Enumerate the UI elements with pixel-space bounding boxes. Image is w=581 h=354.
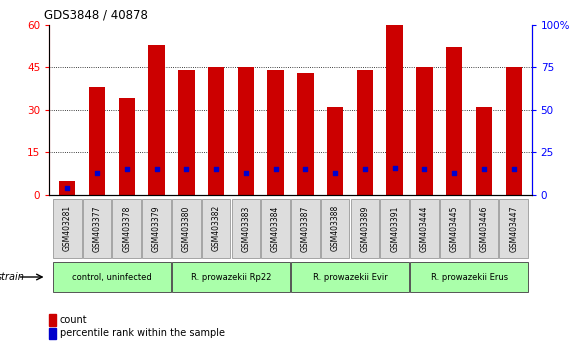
Text: R. prowazekii Erus: R. prowazekii Erus — [431, 273, 508, 281]
Bar — [327, 107, 343, 195]
Bar — [505, 67, 522, 195]
Bar — [232, 199, 260, 258]
Text: percentile rank within the sample: percentile rank within the sample — [60, 329, 225, 338]
Bar — [410, 262, 528, 292]
Text: GSM403382: GSM403382 — [211, 205, 221, 251]
Bar — [440, 199, 468, 258]
Bar — [59, 181, 76, 195]
Text: R. prowazekii Rp22: R. prowazekii Rp22 — [191, 273, 271, 281]
Point — [420, 166, 429, 172]
Bar — [357, 70, 373, 195]
Text: strain: strain — [0, 272, 25, 282]
Bar — [261, 199, 290, 258]
Bar — [178, 70, 195, 195]
Text: GSM403380: GSM403380 — [182, 205, 191, 252]
Bar — [350, 199, 379, 258]
Bar — [267, 70, 284, 195]
Text: GSM403384: GSM403384 — [271, 205, 280, 252]
Bar — [113, 199, 141, 258]
Bar — [476, 107, 492, 195]
Bar — [172, 199, 200, 258]
Point — [271, 166, 280, 172]
Point — [122, 166, 131, 172]
Bar — [381, 199, 409, 258]
Text: control, uninfected: control, uninfected — [72, 273, 152, 281]
Point — [360, 166, 370, 172]
Bar — [172, 262, 290, 292]
Text: GSM403445: GSM403445 — [450, 205, 459, 252]
Bar — [321, 199, 349, 258]
Point — [301, 166, 310, 172]
Bar — [410, 199, 439, 258]
Point — [331, 170, 340, 176]
Text: count: count — [60, 315, 88, 325]
Point — [211, 166, 221, 172]
Bar — [386, 25, 403, 195]
Point — [390, 165, 399, 170]
Text: GSM403281: GSM403281 — [63, 205, 71, 251]
Bar — [148, 45, 165, 195]
Text: GSM403389: GSM403389 — [360, 205, 370, 252]
Bar — [89, 87, 105, 195]
Point — [63, 185, 72, 191]
Bar — [291, 199, 320, 258]
Point — [182, 166, 191, 172]
Text: GSM403446: GSM403446 — [479, 205, 489, 252]
Point — [241, 170, 250, 176]
Bar — [142, 199, 171, 258]
Text: GDS3848 / 40878: GDS3848 / 40878 — [44, 8, 148, 21]
Bar — [208, 67, 224, 195]
Text: GSM403388: GSM403388 — [331, 205, 340, 251]
Bar — [53, 262, 171, 292]
Text: GSM403447: GSM403447 — [510, 205, 518, 252]
Point — [92, 170, 102, 176]
Point — [509, 166, 518, 172]
Text: GSM403379: GSM403379 — [152, 205, 161, 252]
Bar — [500, 199, 528, 258]
Text: GSM403383: GSM403383 — [241, 205, 250, 252]
Bar — [469, 199, 498, 258]
Text: GSM403378: GSM403378 — [122, 205, 131, 252]
Point — [152, 166, 161, 172]
Bar — [446, 47, 462, 195]
Text: R. prowazekii Evir: R. prowazekii Evir — [313, 273, 388, 281]
Bar — [291, 262, 409, 292]
Text: GSM403391: GSM403391 — [390, 205, 399, 252]
Text: GSM403444: GSM403444 — [420, 205, 429, 252]
Point — [479, 166, 489, 172]
Text: GSM403377: GSM403377 — [92, 205, 102, 252]
Bar — [53, 199, 81, 258]
Bar — [416, 67, 433, 195]
Point — [450, 170, 459, 176]
Text: GSM403387: GSM403387 — [301, 205, 310, 252]
Bar — [83, 199, 112, 258]
Bar — [119, 98, 135, 195]
Bar — [238, 67, 254, 195]
Bar — [297, 73, 314, 195]
Bar — [202, 199, 231, 258]
